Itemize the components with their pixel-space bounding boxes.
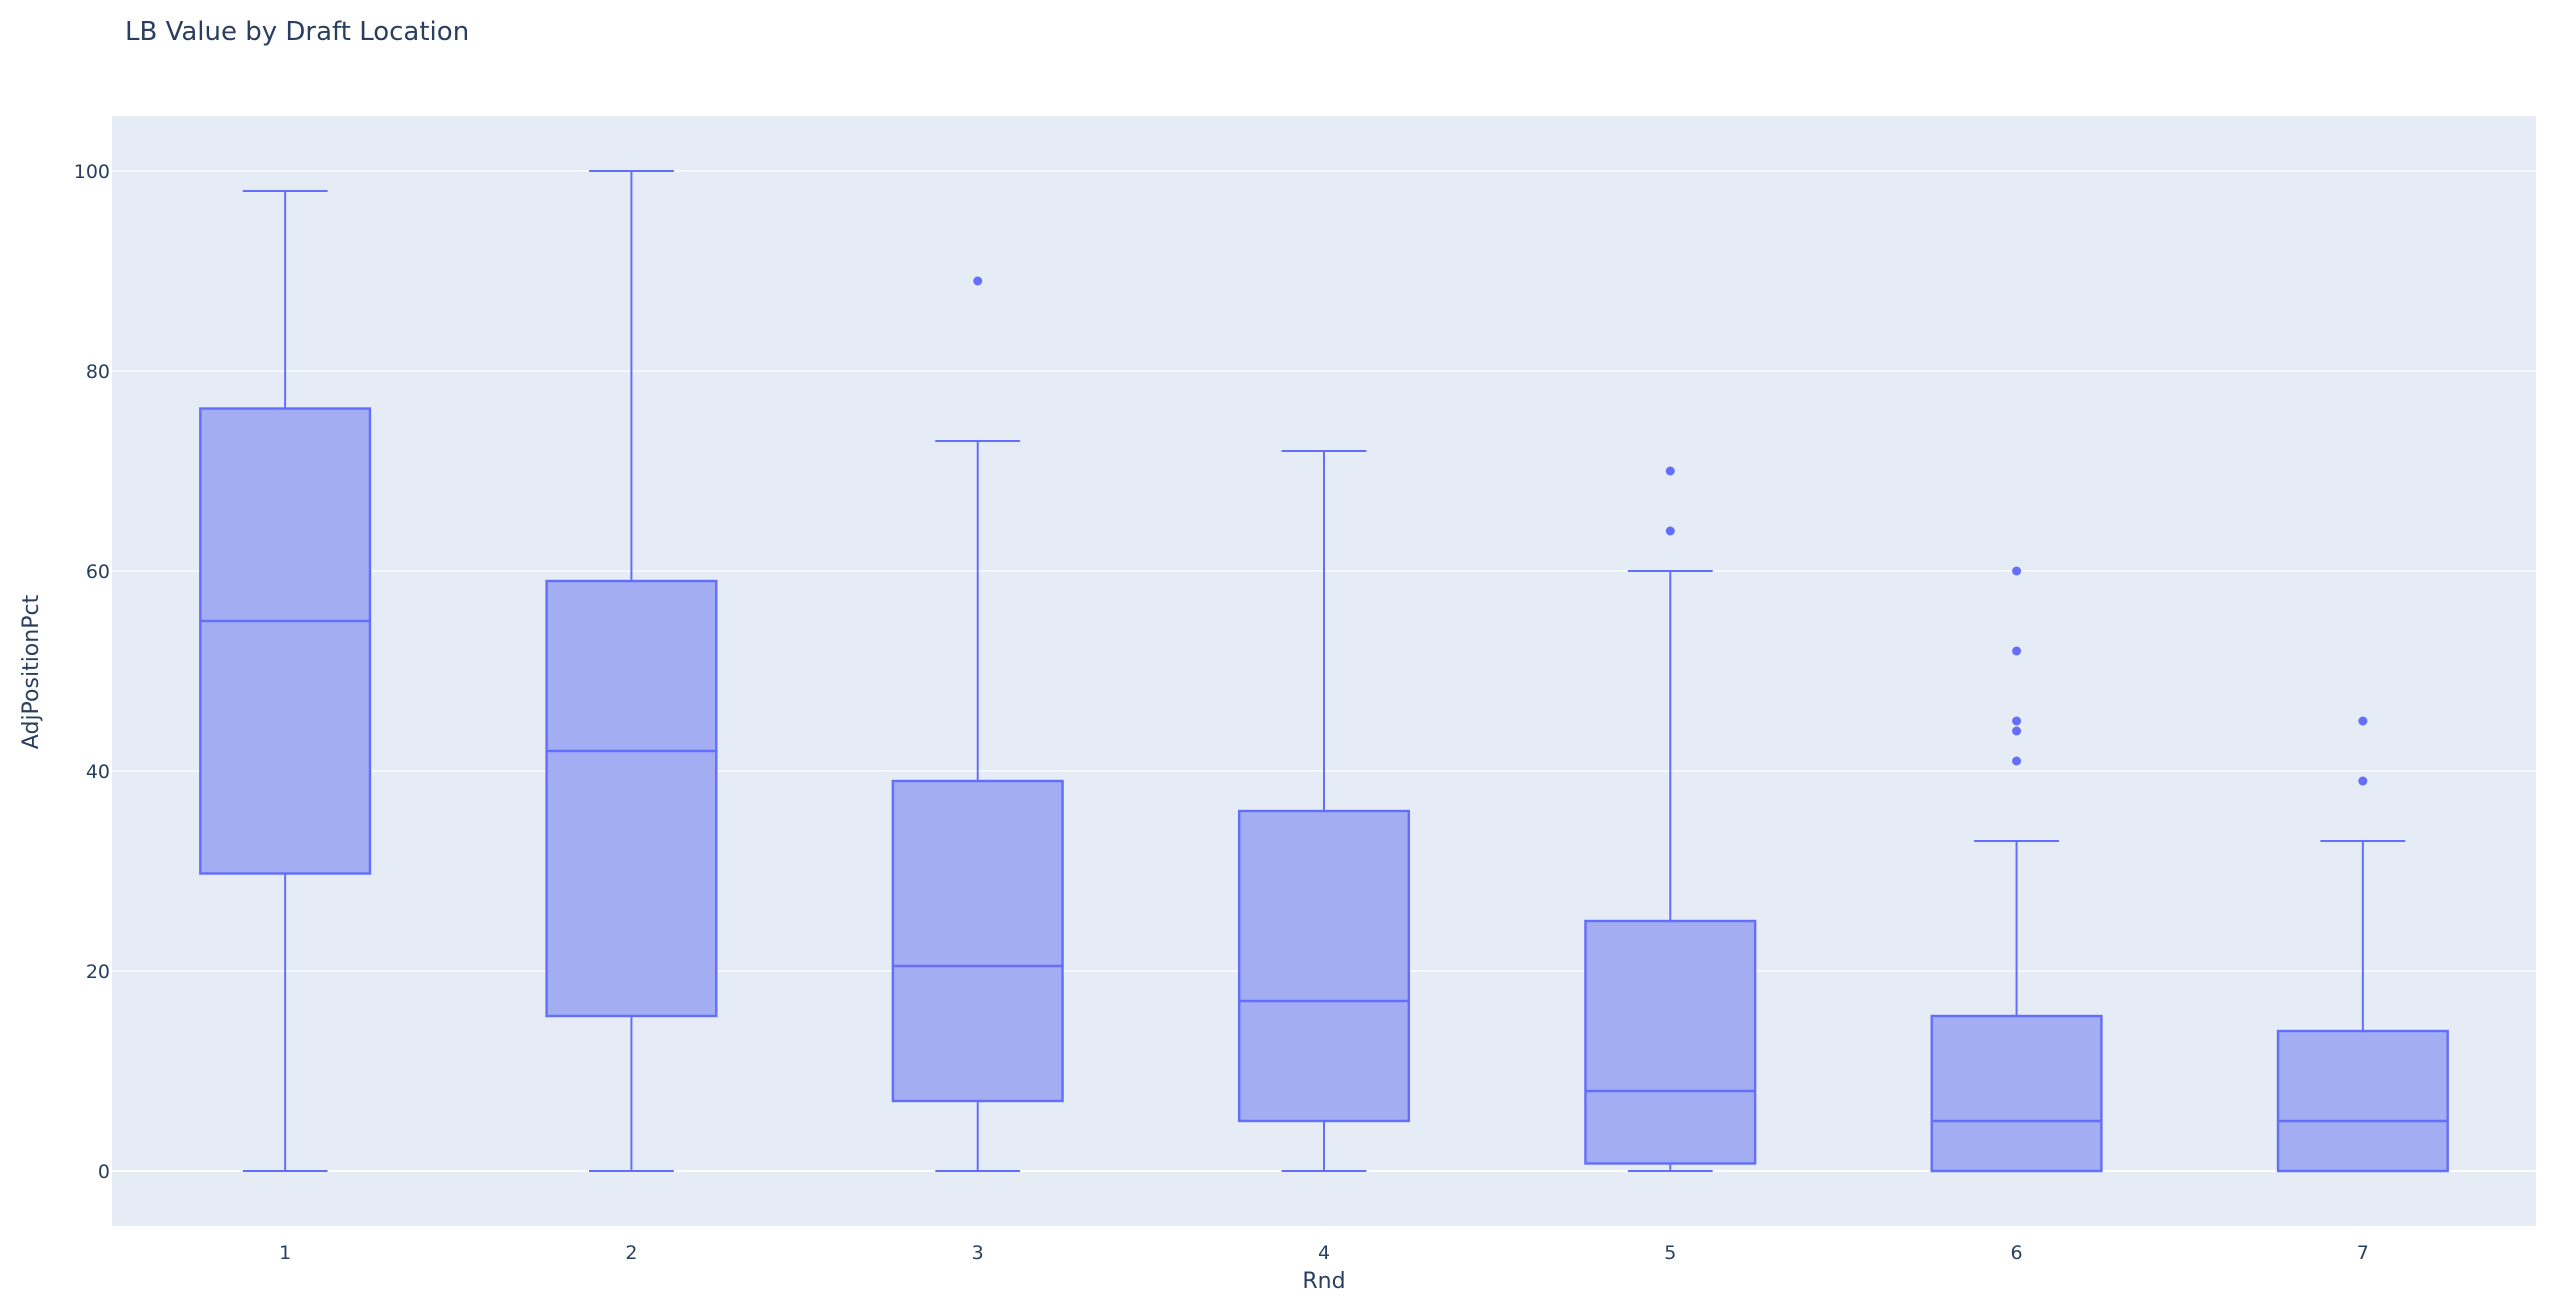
outlier-point (2012, 566, 2022, 576)
x-tick-label: 6 (2011, 1242, 2023, 1264)
outlier-point (1665, 466, 1675, 476)
box-group (199, 190, 372, 1172)
chart-title: LB Value by Draft Location (125, 17, 469, 47)
boxes (199, 170, 2449, 1173)
x-tick-label: 7 (2357, 1242, 2369, 1264)
y-tick-label: 0 (98, 1161, 110, 1183)
outlier-point (2358, 776, 2368, 786)
box-body (545, 579, 718, 1018)
box-body (1584, 919, 1757, 1165)
box-group (1930, 566, 2103, 1173)
y-tick-label: 60 (86, 561, 110, 583)
x-tick-label: 5 (1664, 1242, 1676, 1264)
outlier-point (2358, 716, 2368, 726)
x-tick-label: 1 (279, 1242, 291, 1264)
box-group (1584, 466, 1757, 1172)
box-body (2276, 1029, 2449, 1173)
box-group (545, 170, 718, 1172)
box-group (1237, 450, 1411, 1172)
y-tick-label: 80 (86, 361, 110, 383)
outlier-point (2012, 726, 2022, 736)
box-group (891, 276, 1064, 1172)
box-body (1930, 1014, 2103, 1173)
box-body (1237, 809, 1411, 1123)
outlier-point (2012, 646, 2022, 656)
x-tick-label: 2 (625, 1242, 637, 1264)
x-tick-label: 4 (1318, 1242, 1330, 1264)
y-tick-labels: 0 20 40 60 80 100 (74, 161, 110, 1183)
box-body (891, 779, 1064, 1103)
y-axis-label: AdjPositionPct (19, 594, 44, 749)
outlier-point (973, 276, 983, 286)
y-tick-label: 100 (74, 161, 110, 183)
x-tick-label: 3 (972, 1242, 984, 1264)
box-body (199, 407, 372, 875)
y-tick-label: 40 (86, 761, 110, 783)
y-tick-label: 20 (86, 961, 110, 983)
outlier-point (2012, 756, 2022, 766)
x-axis-label: Rnd (1302, 1269, 1345, 1294)
outlier-point (2012, 716, 2022, 726)
x-tick-labels: 1 2 3 4 5 6 7 (279, 1242, 2369, 1264)
outlier-point (1665, 526, 1675, 536)
box-group (2276, 716, 2449, 1173)
